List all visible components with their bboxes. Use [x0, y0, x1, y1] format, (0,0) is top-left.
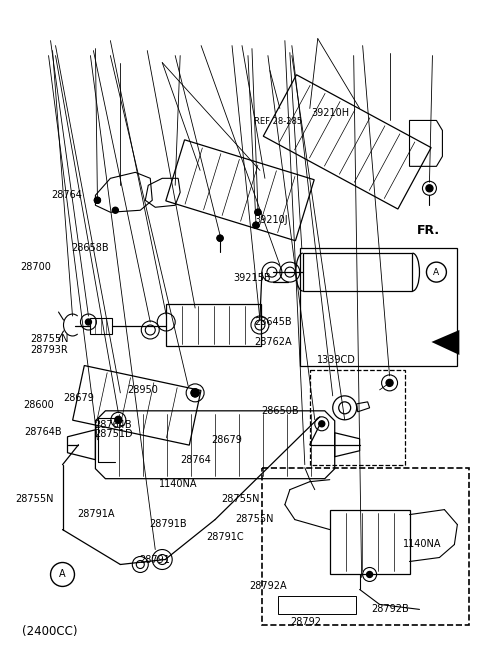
- Text: A: A: [433, 268, 440, 276]
- Circle shape: [95, 197, 100, 203]
- Text: 28755N: 28755N: [221, 494, 259, 504]
- Text: REF 28-285: REF 28-285: [254, 117, 302, 126]
- Text: 28755N: 28755N: [235, 514, 274, 524]
- Polygon shape: [432, 330, 459, 355]
- Text: 28600: 28600: [24, 400, 54, 409]
- Circle shape: [217, 235, 223, 241]
- Text: 28764: 28764: [180, 455, 211, 465]
- Circle shape: [253, 222, 259, 228]
- Text: 1140NA: 1140NA: [158, 479, 197, 489]
- Text: 28792: 28792: [290, 616, 321, 627]
- Circle shape: [191, 389, 199, 397]
- Text: 28764B: 28764B: [24, 427, 62, 437]
- Text: 28764: 28764: [51, 191, 82, 200]
- Text: 28791A: 28791A: [77, 509, 115, 519]
- Text: 28658B: 28658B: [72, 243, 109, 253]
- Bar: [303, 253, 412, 291]
- Bar: [310, 370, 405, 464]
- Text: 28679: 28679: [211, 435, 242, 445]
- Bar: [166, 304, 261, 346]
- Text: 39210J: 39210J: [254, 215, 288, 225]
- Text: 1339CD: 1339CD: [317, 354, 356, 365]
- Circle shape: [217, 235, 223, 241]
- Circle shape: [85, 319, 91, 325]
- Circle shape: [319, 421, 325, 427]
- Text: 39215B: 39215B: [233, 274, 270, 284]
- Text: A: A: [59, 569, 66, 580]
- Text: 28792B: 28792B: [372, 603, 409, 614]
- Text: 28792A: 28792A: [250, 581, 287, 591]
- Text: 28791: 28791: [140, 555, 170, 565]
- Circle shape: [253, 222, 259, 228]
- Circle shape: [191, 389, 199, 397]
- Bar: [90, 318, 112, 334]
- Text: FR.: FR.: [417, 224, 440, 237]
- Text: (2400CC): (2400CC): [22, 625, 78, 638]
- Bar: [278, 597, 356, 614]
- Text: 1140NA: 1140NA: [403, 540, 441, 550]
- Circle shape: [112, 207, 119, 214]
- Text: 28762A: 28762A: [254, 337, 292, 347]
- Circle shape: [255, 209, 261, 215]
- Text: 28791B: 28791B: [149, 519, 187, 529]
- Bar: [262, 468, 469, 626]
- Text: 28679: 28679: [63, 393, 94, 403]
- Text: 28764B: 28764B: [94, 420, 132, 430]
- Text: 28793R: 28793R: [30, 345, 68, 356]
- Circle shape: [367, 571, 372, 578]
- Text: 28755N: 28755N: [30, 333, 69, 344]
- Text: 28650B: 28650B: [262, 406, 299, 416]
- Text: 28751D: 28751D: [94, 429, 132, 439]
- Bar: [300, 248, 457, 366]
- Text: 28700: 28700: [20, 263, 51, 272]
- Text: 28791C: 28791C: [206, 532, 244, 542]
- Text: 28950: 28950: [128, 385, 158, 395]
- Bar: [330, 510, 409, 574]
- Circle shape: [426, 185, 433, 192]
- Circle shape: [386, 379, 393, 386]
- Circle shape: [95, 197, 100, 203]
- Text: 28755N: 28755N: [15, 495, 54, 504]
- Circle shape: [255, 209, 261, 215]
- Circle shape: [115, 417, 122, 423]
- Text: 39210H: 39210H: [311, 108, 349, 118]
- Text: 28645B: 28645B: [254, 316, 292, 327]
